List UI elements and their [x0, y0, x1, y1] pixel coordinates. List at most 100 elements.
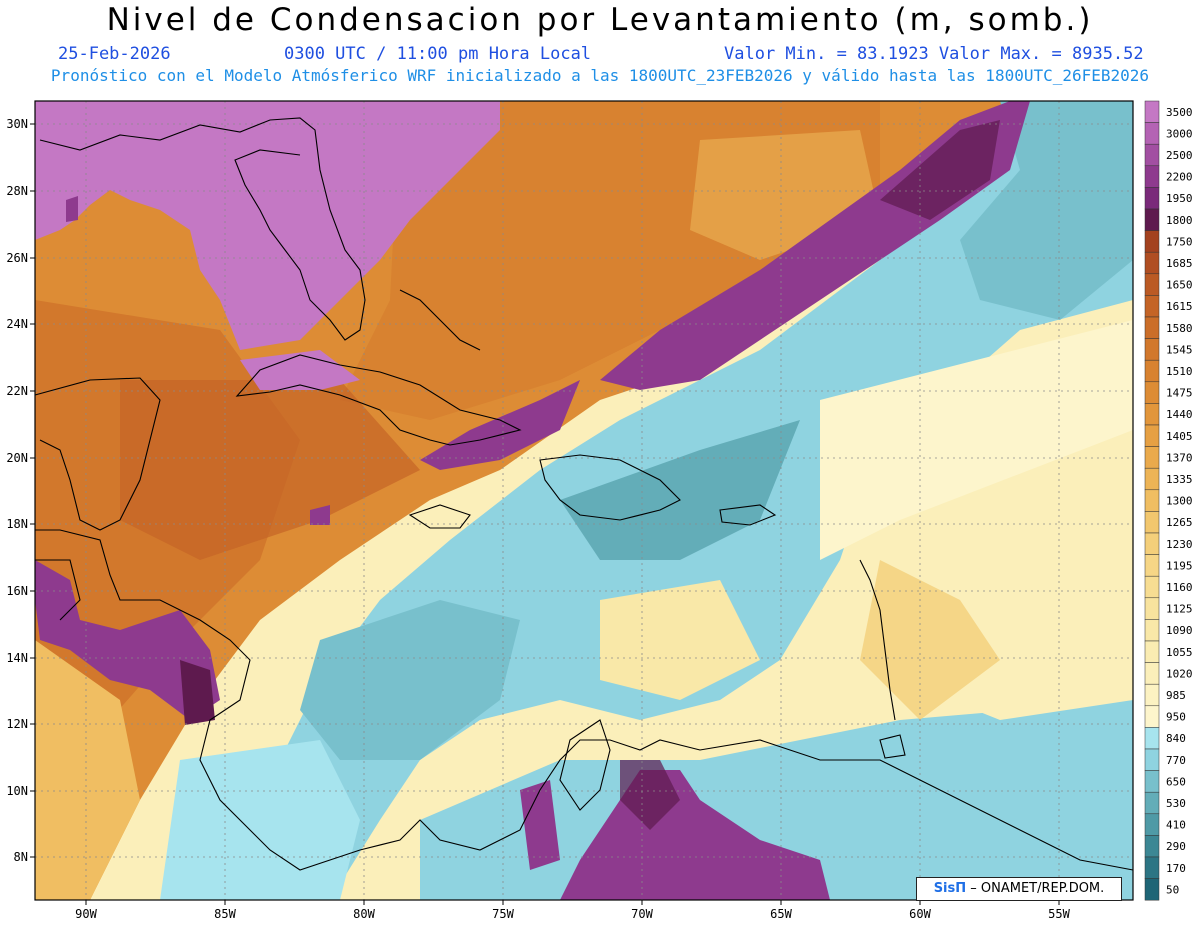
graticule	[35, 101, 1133, 900]
colorbar-label: 1230	[1166, 538, 1193, 551]
forecast-date: 25-Feb-2026	[58, 44, 171, 64]
colorbar-swatch	[1144, 381, 1160, 404]
colorbar-swatch	[1144, 143, 1160, 167]
lat-label: 22N	[6, 384, 28, 398]
lat-label: 20N	[6, 451, 28, 465]
colorbar-label: 1650	[1166, 279, 1193, 292]
lat-labels: 30N 28N 26N 24N 22N 20N 18N 16N 14N 12N …	[6, 117, 28, 864]
lon-label: 85W	[214, 907, 236, 921]
lat-label: 8N	[14, 850, 28, 864]
lat-label: 16N	[6, 584, 28, 598]
colorbar-swatch	[1144, 338, 1160, 361]
lat-label: 26N	[6, 251, 28, 265]
colorbar-swatch	[1144, 554, 1160, 577]
lon-label: 55W	[1048, 907, 1070, 921]
colorbar-label: 985	[1166, 689, 1186, 702]
credit-org: – ONAMET/REP.DOM.	[970, 881, 1105, 896]
colorbar-label: 1020	[1166, 667, 1193, 680]
colorbar-swatch	[1144, 403, 1160, 426]
lat-label: 10N	[6, 784, 28, 798]
colorbar-swatch	[1144, 597, 1160, 620]
lon-label: 75W	[492, 907, 514, 921]
min-max-values: Valor Min. = 83.1923 Valor Max. = 8935.5…	[724, 44, 1144, 64]
colorbar-swatch	[1144, 662, 1160, 685]
colorbar-swatch	[1144, 878, 1160, 901]
colorbar-label: 1510	[1166, 365, 1193, 378]
colorbar-swatch	[1144, 122, 1160, 145]
colorbar-swatch	[1144, 208, 1160, 231]
colorbar-swatch	[1144, 165, 1160, 188]
colorbar-swatch	[1144, 727, 1160, 750]
colorbar-swatch	[1144, 273, 1160, 296]
colorbar-label: 3000	[1166, 127, 1193, 140]
colorbar-swatch	[1144, 446, 1160, 469]
colorbar-label: 1125	[1166, 603, 1193, 616]
colorbar-label: 1055	[1166, 646, 1193, 659]
colorbar-swatch	[1144, 813, 1160, 836]
colorbar-label: 1335	[1166, 473, 1193, 486]
lat-label: 28N	[6, 184, 28, 198]
colorbar-swatch	[1144, 532, 1160, 555]
colorbar-swatch	[1144, 835, 1160, 858]
colorbar-label: 1545	[1166, 343, 1193, 356]
colorbar-swatch	[1144, 187, 1160, 210]
colorbar-swatch	[1144, 100, 1160, 123]
colorbar-label: 1800	[1166, 214, 1193, 227]
lon-labels: 90W 85W 80W 75W 70W 65W 60W 55W	[75, 907, 1070, 921]
field-shading	[35, 101, 1133, 900]
colorbar-label: 1300	[1166, 495, 1193, 508]
colorbar-label: 1615	[1166, 300, 1193, 313]
colorbar-swatch	[1144, 640, 1160, 663]
model-info: Pronóstico con el Modelo Atmósferico WRF…	[50, 66, 1150, 85]
map-frame	[34, 100, 1134, 901]
colorbar-label: 950	[1166, 711, 1186, 724]
colorbar-label: 530	[1166, 797, 1186, 810]
colorbar-label: 1160	[1166, 581, 1193, 594]
colorbar-label: 290	[1166, 840, 1186, 853]
colorbar-swatch	[1144, 230, 1160, 253]
colorbar-label: 2500	[1166, 149, 1193, 162]
colorbar-label: 1370	[1166, 451, 1193, 464]
colorbar-label: 2200	[1166, 171, 1193, 184]
colorbar-label: 1195	[1166, 559, 1193, 572]
colorbar: 3500 3000 2500 2200 1950 1800 1750 1685 1650 1615…	[1144, 100, 1193, 901]
colorbar-swatch	[1144, 424, 1160, 447]
colorbar-label: 650	[1166, 775, 1186, 788]
lon-label: 80W	[353, 907, 375, 921]
lat-label: 24N	[6, 317, 28, 331]
colorbar-swatch	[1144, 791, 1160, 815]
lon-label: 65W	[770, 907, 792, 921]
colorbar-swatch	[1144, 251, 1160, 275]
colorbar-swatch	[1144, 748, 1160, 771]
colorbar-swatch	[1144, 683, 1160, 707]
colorbar-swatch	[1144, 575, 1160, 599]
colorbar-swatch	[1144, 467, 1160, 491]
colorbar-label: 1265	[1166, 516, 1193, 529]
colorbar-label: 1685	[1166, 257, 1193, 270]
colorbar-label: 770	[1166, 754, 1186, 767]
lat-label: 12N	[6, 717, 28, 731]
colorbar-label: 840	[1166, 732, 1186, 745]
colorbar-swatch	[1144, 770, 1160, 793]
colorbar-swatch	[1144, 359, 1160, 383]
lon-label: 60W	[909, 907, 931, 921]
colorbar-swatch	[1144, 705, 1160, 728]
lon-label: 70W	[631, 907, 653, 921]
colorbar-swatch	[1144, 856, 1160, 879]
colorbar-label: 1950	[1166, 192, 1193, 205]
colorbar-label: 1580	[1166, 322, 1193, 335]
colorbar-label: 170	[1166, 862, 1186, 875]
forecast-time: 0300 UTC / 11:00 pm Hora Local	[284, 44, 592, 64]
colorbar-swatch	[1144, 316, 1160, 339]
lon-label: 90W	[75, 907, 97, 921]
lat-label: 30N	[6, 117, 28, 131]
colorbar-label: 1440	[1166, 408, 1193, 421]
colorbar-swatch	[1144, 511, 1160, 534]
colorbar-label: 3500	[1166, 106, 1193, 119]
colorbar-label: 1405	[1166, 430, 1193, 443]
colorbar-swatch	[1144, 619, 1160, 642]
map-title: Nivel de Condensacion por Levantamiento …	[106, 2, 1094, 38]
colorbar-label: 1750	[1166, 235, 1193, 248]
colorbar-label: 1475	[1166, 387, 1193, 400]
